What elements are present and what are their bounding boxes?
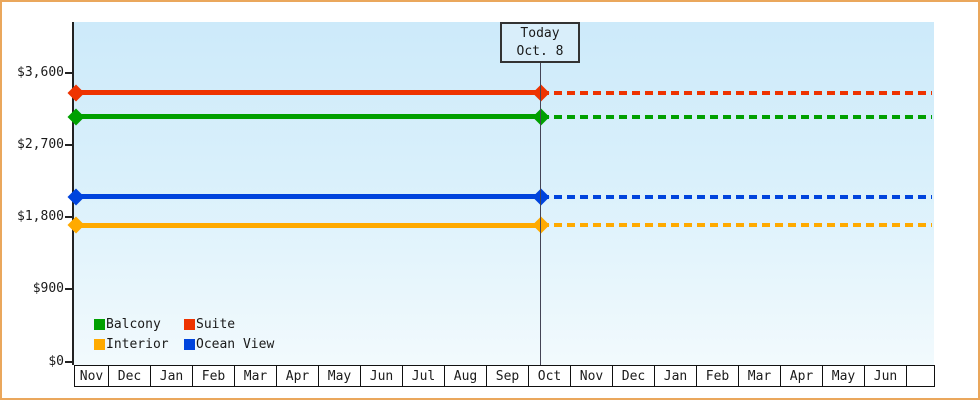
legend-label: Balcony (106, 316, 161, 332)
y-tick-label: $0 (48, 353, 64, 369)
series-line-solid-interior (74, 223, 541, 228)
y-tick-mark (65, 143, 73, 146)
legend-swatch-ocean-view (184, 338, 195, 350)
y-tick-label: $3,600 (17, 64, 64, 80)
month-cell-nov-0: Nov (75, 366, 109, 386)
month-cell-jun-7: Jun (361, 366, 403, 386)
legend-label: Ocean View (196, 336, 275, 352)
y-tick-mark (65, 71, 73, 74)
legend-label: Interior (106, 336, 169, 352)
month-cell-sep-10: Sep (487, 366, 529, 386)
legend-item-suite: Suite (184, 314, 324, 334)
series-line-dotted-ocean-view (541, 195, 932, 199)
legend-swatch-interior (94, 338, 105, 350)
month-cell-feb-15: Feb (697, 366, 739, 386)
series-line-solid-ocean-view (74, 194, 541, 199)
month-cell-dec-1: Dec (109, 366, 151, 386)
series-line-dotted-balcony (541, 115, 932, 119)
month-cell-jan-2: Jan (151, 366, 193, 386)
month-cell-oct-11: Oct (529, 366, 571, 386)
month-cell-nov-12: Nov (571, 366, 613, 386)
legend-label: Suite (196, 316, 236, 332)
today-line (540, 63, 541, 365)
month-cell-apr-17: Apr (781, 366, 823, 386)
month-cell-feb-3: Feb (193, 366, 235, 386)
y-tick-mark (65, 216, 73, 218)
series-line-solid-suite (74, 90, 541, 95)
legend: Balcony Suite Interior Ocean View (94, 314, 324, 354)
month-cell-may-18: May (823, 366, 865, 386)
month-cell-apr-5: Apr (277, 366, 319, 386)
today-marker: Today Oct. 8 (500, 22, 580, 63)
legend-item-interior: Interior (94, 334, 184, 354)
plot-area (74, 22, 934, 365)
series-line-solid-balcony (74, 114, 541, 119)
month-cell-jun-19: Jun (865, 366, 907, 386)
x-axis-months: Nov Dec Jan Feb Mar Apr May Jun Jul Aug Sep Oct Nov D… (74, 365, 935, 387)
series-line-dotted-suite (541, 91, 932, 95)
y-tick-label: $1,800 (17, 209, 64, 224)
series-line-dotted-interior (541, 223, 932, 227)
month-cell-spacer (907, 366, 934, 386)
month-cell-jul-8: Jul (403, 366, 445, 386)
today-date: Oct. 8 (516, 44, 564, 59)
month-cell-may-6: May (319, 366, 361, 386)
month-cell-aug-9: Aug (445, 366, 487, 386)
y-tick-label: $2,700 (17, 136, 64, 152)
legend-swatch-balcony (94, 318, 105, 330)
month-cell-dec-13: Dec (613, 366, 655, 386)
y-tick-mark (65, 288, 73, 291)
month-cell-jan-14: Jan (655, 366, 697, 386)
legend-item-balcony: Balcony (94, 314, 184, 334)
today-label: Today (520, 26, 560, 41)
legend-item-ocean-view: Ocean View (184, 334, 324, 354)
y-tick-label: $900 (32, 281, 64, 297)
legend-swatch-suite (184, 318, 195, 330)
y-tick-mark (65, 360, 73, 363)
month-cell-mar-16: Mar (739, 366, 781, 386)
month-cell-mar-4: Mar (235, 366, 277, 386)
